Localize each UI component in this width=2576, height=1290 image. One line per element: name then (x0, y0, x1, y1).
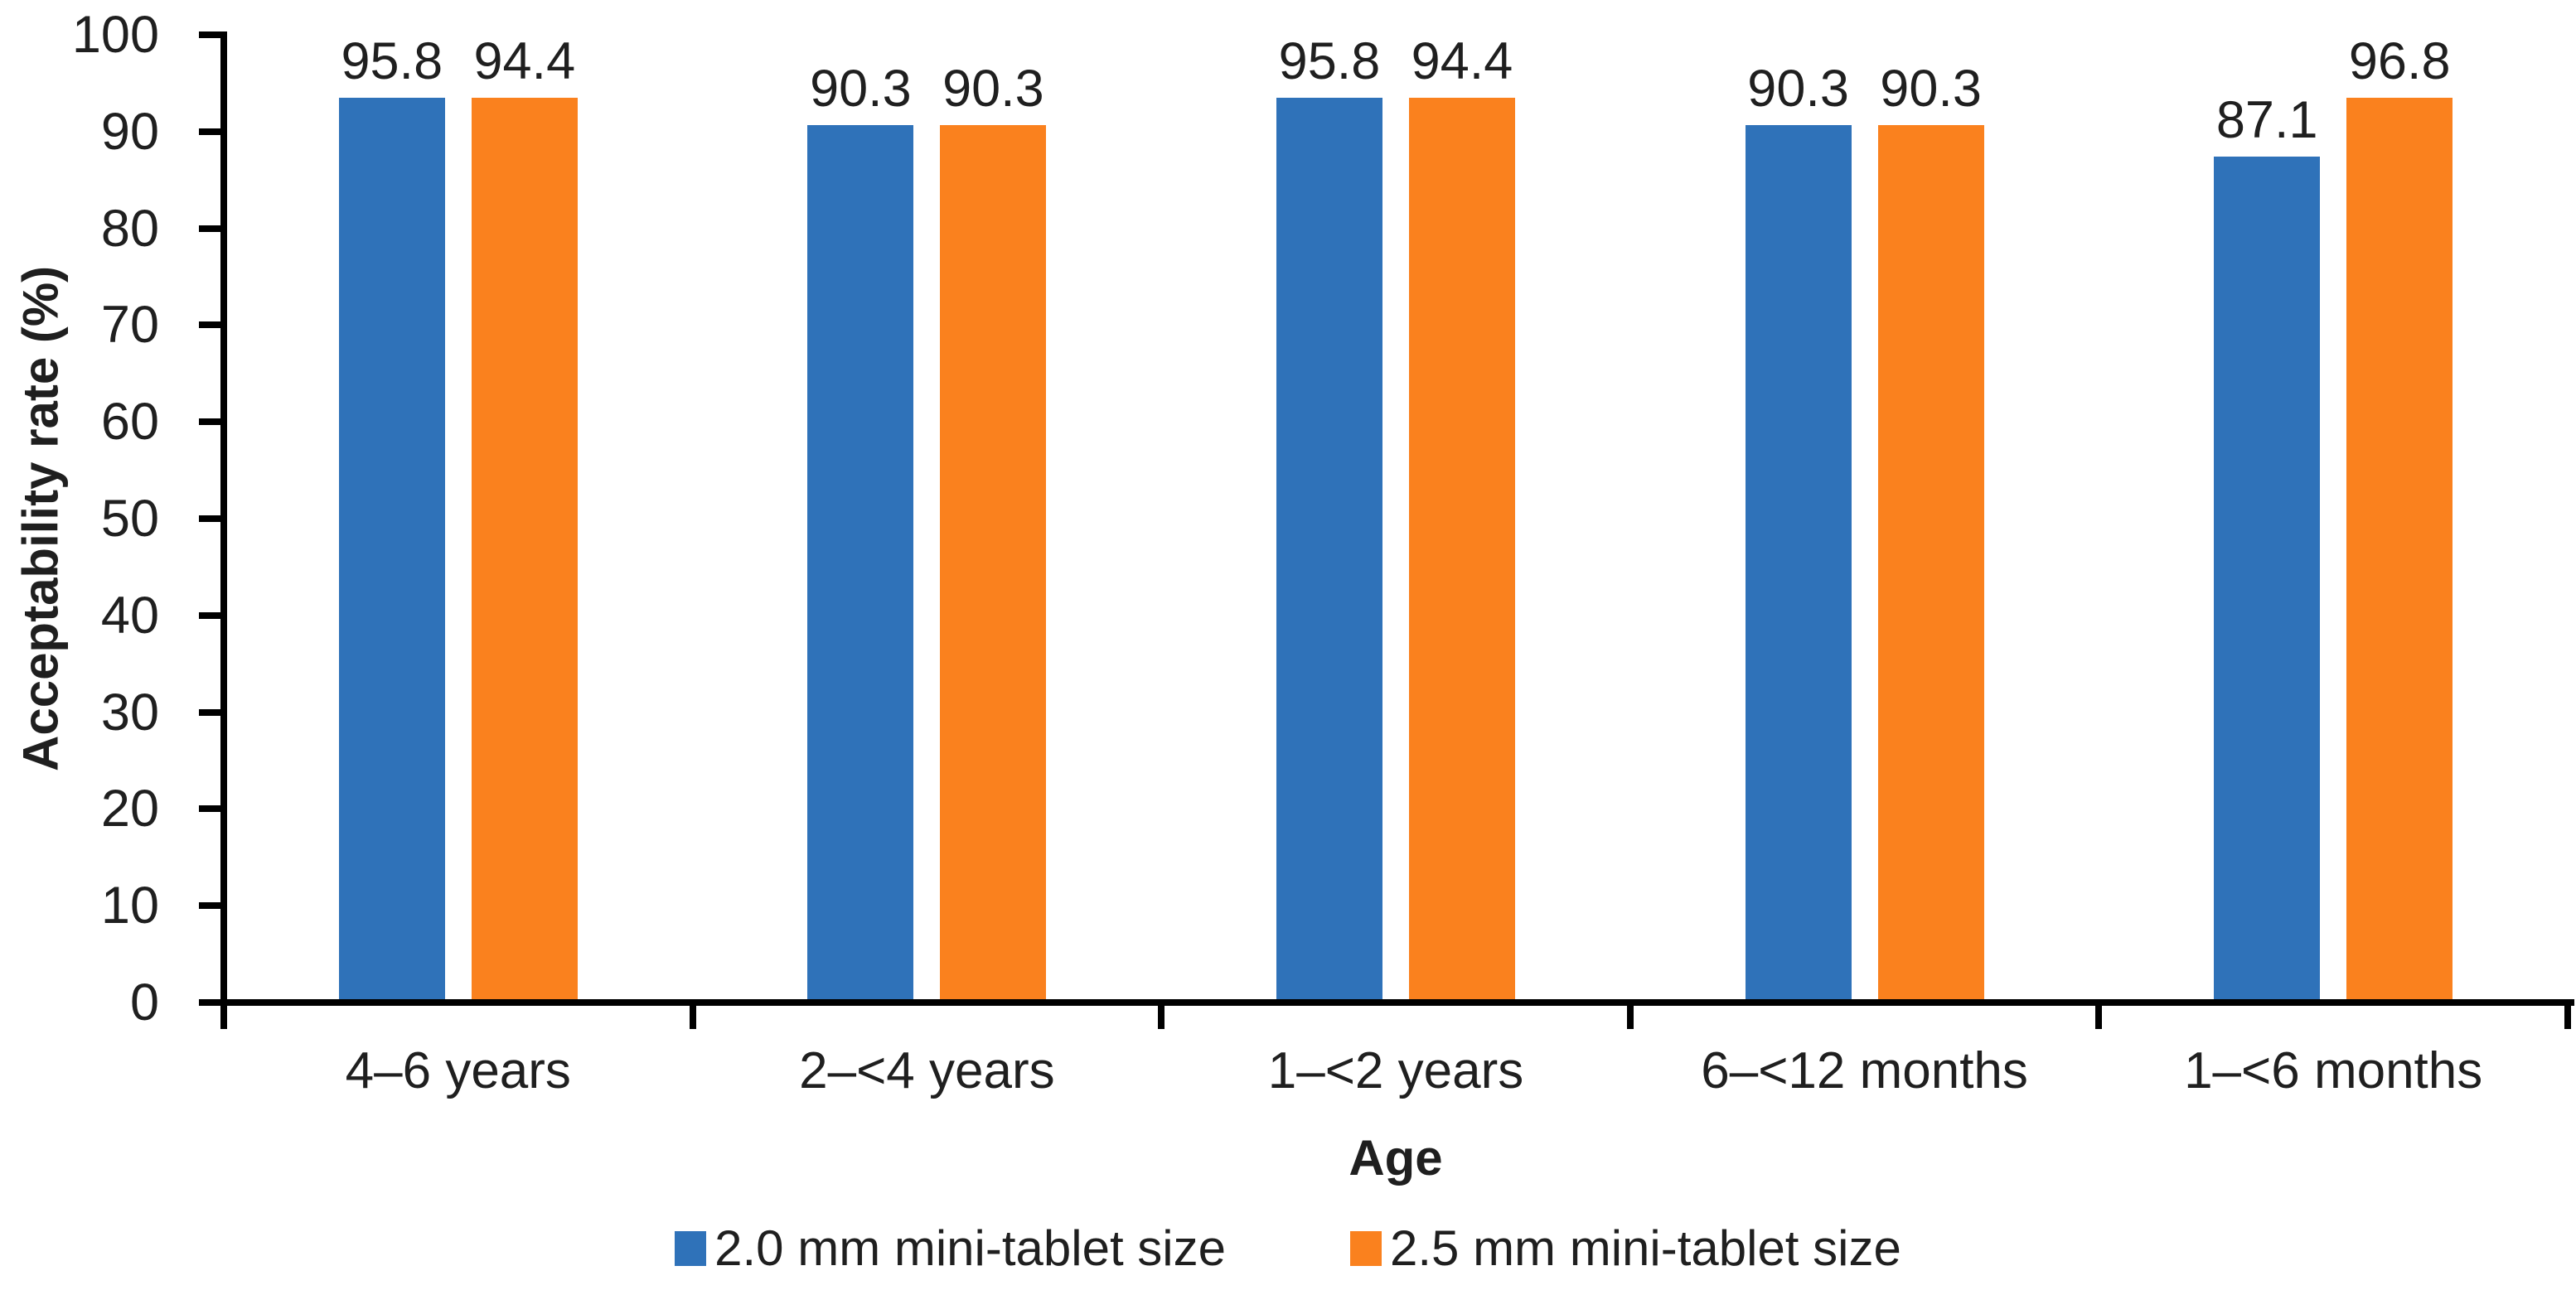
bar (338, 98, 445, 999)
bar-group: 90.3 90.3 (1630, 31, 2099, 999)
y-tick-label: 40 (100, 586, 159, 645)
y-tick-label: 20 (100, 780, 159, 838)
bar-value-label: 94.4 (473, 32, 576, 90)
x-category-labels: 4–6 years 2–<4 years 1–<2 years 6–<12 month… (224, 1041, 2568, 1102)
category-label: 1–<6 months (2184, 1042, 2483, 1099)
bar-column: 96.8 (2346, 31, 2453, 999)
category-label: 1–<2 years (1267, 1042, 1524, 1099)
y-tick-label: 30 (100, 683, 159, 742)
y-tick-label: 60 (100, 393, 159, 452)
category-label: 6–<12 months (1701, 1042, 2028, 1099)
bar-column: 95.8 (338, 31, 445, 999)
bar (2214, 156, 2321, 999)
y-tick-label: 100 (71, 6, 159, 64)
bar-value-label: 90.3 (810, 60, 912, 118)
legend-label: 2.5 mm mini-tablet size (1390, 1220, 1901, 1276)
bar-column: 95.8 (1276, 31, 1382, 999)
bar-group: 90.3 90.3 (693, 31, 1162, 999)
bar (1408, 98, 1515, 999)
legend-item: 2.0 mm mini-tablet size (675, 1218, 1226, 1279)
bar-value-label: 87.1 (2215, 90, 2318, 149)
y-tick (199, 611, 227, 619)
y-axis-line (220, 31, 227, 1027)
y-tick-label: 0 (129, 974, 159, 1032)
y-tick (199, 515, 227, 522)
bar-column: 90.3 (1745, 31, 1852, 999)
bar-column: 90.3 (940, 31, 1047, 999)
y-tick-label: 50 (100, 490, 159, 548)
y-tick (199, 225, 227, 232)
bar-column: 94.4 (1408, 31, 1515, 999)
y-tick (199, 708, 227, 716)
bar-value-label: 90.3 (1880, 60, 1982, 118)
x-axis-title: Age (1349, 1130, 1443, 1186)
category-label: 4–6 years (345, 1042, 571, 1099)
x-axis-line (220, 999, 2574, 1006)
bar (471, 98, 578, 999)
y-tick (199, 128, 227, 135)
legend-swatch (675, 1231, 707, 1266)
bar-value-label: 94.4 (1411, 32, 1513, 90)
x-tick (2095, 999, 2103, 1029)
bar-column: 90.3 (807, 31, 914, 999)
bar-group: 87.1 96.8 (2099, 31, 2568, 999)
y-tick (199, 321, 227, 329)
bar-value-label: 90.3 (942, 60, 1044, 118)
x-tick (689, 999, 696, 1029)
bar-value-label: 96.8 (2348, 32, 2451, 90)
x-tick (1626, 999, 1634, 1029)
legend-swatch (1350, 1231, 1382, 1266)
bar-value-label: 95.8 (1278, 32, 1381, 90)
bar-column: 90.3 (1877, 31, 1984, 999)
legend-label: 2.0 mm mini-tablet size (714, 1220, 1226, 1276)
y-tick-label: 10 (100, 877, 159, 935)
x-tick (220, 999, 227, 1029)
y-tick (199, 999, 227, 1006)
bar-column: 94.4 (471, 31, 578, 999)
y-tick-label: 70 (100, 296, 159, 355)
bar (940, 125, 1047, 999)
bar (2346, 98, 2453, 999)
bar-group: 95.8 94.4 (224, 31, 693, 999)
category-label: 2–<4 years (799, 1042, 1055, 1099)
x-tick (1158, 999, 1165, 1029)
x-tick (2564, 999, 2571, 1029)
y-tick (199, 418, 227, 426)
bar-value-label: 90.3 (1747, 60, 1849, 118)
bar (1276, 98, 1382, 999)
bar-group: 95.8 94.4 (1161, 31, 1630, 999)
bar-column: 87.1 (2214, 31, 2321, 999)
bar-value-label: 95.8 (341, 32, 443, 90)
bar (1745, 125, 1852, 999)
y-tick (199, 805, 227, 813)
y-tick-label: 90 (100, 102, 159, 161)
y-tick (199, 902, 227, 910)
plot-area: 95.8 94.4 90.3 90.3 95.8 94.4 90.3 90.3 87.1 96.8 (224, 31, 2568, 999)
y-tick-label: 80 (100, 199, 159, 258)
y-tick (199, 31, 227, 38)
bar (1877, 125, 1984, 999)
bar (807, 125, 914, 999)
legend: 2.0 mm mini-tablet size 2.5 mm mini-table… (0, 1218, 2576, 1279)
legend-item: 2.5 mm mini-tablet size (1350, 1218, 1901, 1279)
